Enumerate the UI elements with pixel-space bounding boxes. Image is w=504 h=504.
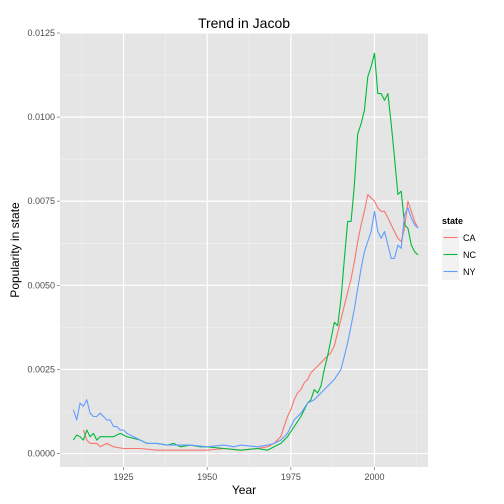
series-line-ca bbox=[82, 193, 419, 451]
y-tick-label: 0.0050 bbox=[27, 280, 55, 290]
x-tick-label: 1925 bbox=[114, 472, 134, 482]
y-axis-ticks: 0.0000 0.0025 0.0050 0.0075 0.0100 0.0125 bbox=[27, 28, 60, 459]
plot-panel bbox=[60, 33, 428, 467]
x-axis-ticks: 1925 1950 1975 2000 bbox=[114, 467, 384, 482]
legend: state CA NC NY bbox=[442, 216, 476, 280]
y-tick-label: 0.0075 bbox=[27, 196, 55, 206]
y-axis-title: Popularity in state bbox=[8, 202, 22, 298]
series-line-ny bbox=[72, 207, 419, 448]
y-tick-label: 0.0125 bbox=[27, 28, 55, 38]
y-tick-label: 0.0100 bbox=[27, 112, 55, 122]
legend-label-ny: NY bbox=[463, 267, 476, 277]
x-tick-label: 2000 bbox=[364, 472, 384, 482]
major-gridlines bbox=[60, 32, 428, 467]
legend-label-ca: CA bbox=[463, 233, 476, 243]
x-tick-label: 1950 bbox=[197, 472, 217, 482]
y-tick-label: 0.0025 bbox=[27, 364, 55, 374]
legend-title: state bbox=[442, 216, 463, 226]
chart-title: Trend in Jacob bbox=[198, 15, 290, 31]
legend-label-nc: NC bbox=[463, 250, 476, 260]
x-tick-label: 1975 bbox=[281, 472, 301, 482]
minor-gridlines bbox=[60, 33, 428, 467]
y-tick-label: 0.0000 bbox=[27, 449, 55, 459]
x-axis-title: Year bbox=[232, 483, 256, 497]
series-lines bbox=[72, 52, 419, 451]
